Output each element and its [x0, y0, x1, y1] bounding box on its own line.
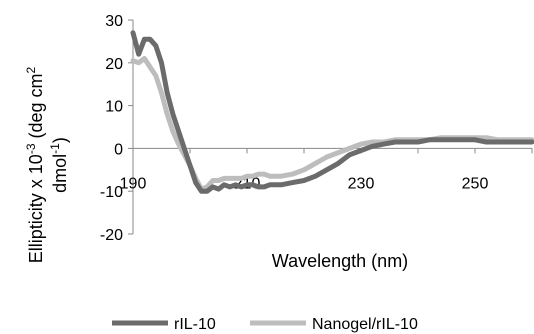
y-axis-title-exp3: -1 — [48, 143, 62, 154]
y-axis-title-main: Ellipticity x 10 — [26, 154, 46, 263]
series-line-rIL-10 — [130, 30, 534, 194]
y-tick-label: 20 — [105, 56, 123, 73]
series-lines — [130, 30, 534, 194]
legend: rIL-10 Nanogel/rIL-10 — [112, 316, 418, 333]
y-tick-label: 0 — [114, 141, 123, 158]
y-tick-label: -20 — [100, 227, 123, 244]
x-tick-label: 190 — [120, 175, 147, 192]
y-ticks: -20 -10 0 10 20 30 — [100, 13, 133, 244]
y-axis-title-exp2: 2 — [24, 66, 38, 73]
svg-text:Ellipticity x 10-3 (deg cm2: Ellipticity x 10-3 (deg cm2 — [24, 66, 46, 263]
y-axis-title-close: ) — [50, 137, 70, 143]
legend-label-rIL-10: rIL-10 — [174, 316, 216, 333]
y-axis-title-line2: dmol — [50, 154, 70, 193]
legend-item-rIL-10: rIL-10 — [112, 316, 216, 333]
x-axis-title: Wavelength (nm) — [272, 251, 408, 271]
y-tick-label: -10 — [100, 184, 123, 201]
y-axis-title: Ellipticity x 10-3 (deg cm2 dmol-1) — [24, 66, 70, 263]
x-ticks: 190 210 230 250 — [120, 148, 533, 192]
svg-text:dmol-1): dmol-1) — [48, 137, 70, 193]
legend-item-nanogel: Nanogel/rIL-10 — [250, 316, 418, 333]
y-axis-title-exp: -3 — [24, 143, 38, 154]
y-tick-label: 10 — [105, 99, 123, 116]
x-tick-label: 250 — [462, 175, 489, 192]
legend-label-nanogel: Nanogel/rIL-10 — [312, 316, 418, 333]
x-tick-label: 230 — [348, 175, 375, 192]
y-axis-title-rest: (deg cm — [26, 73, 46, 143]
y-tick-label: 30 — [105, 13, 123, 30]
